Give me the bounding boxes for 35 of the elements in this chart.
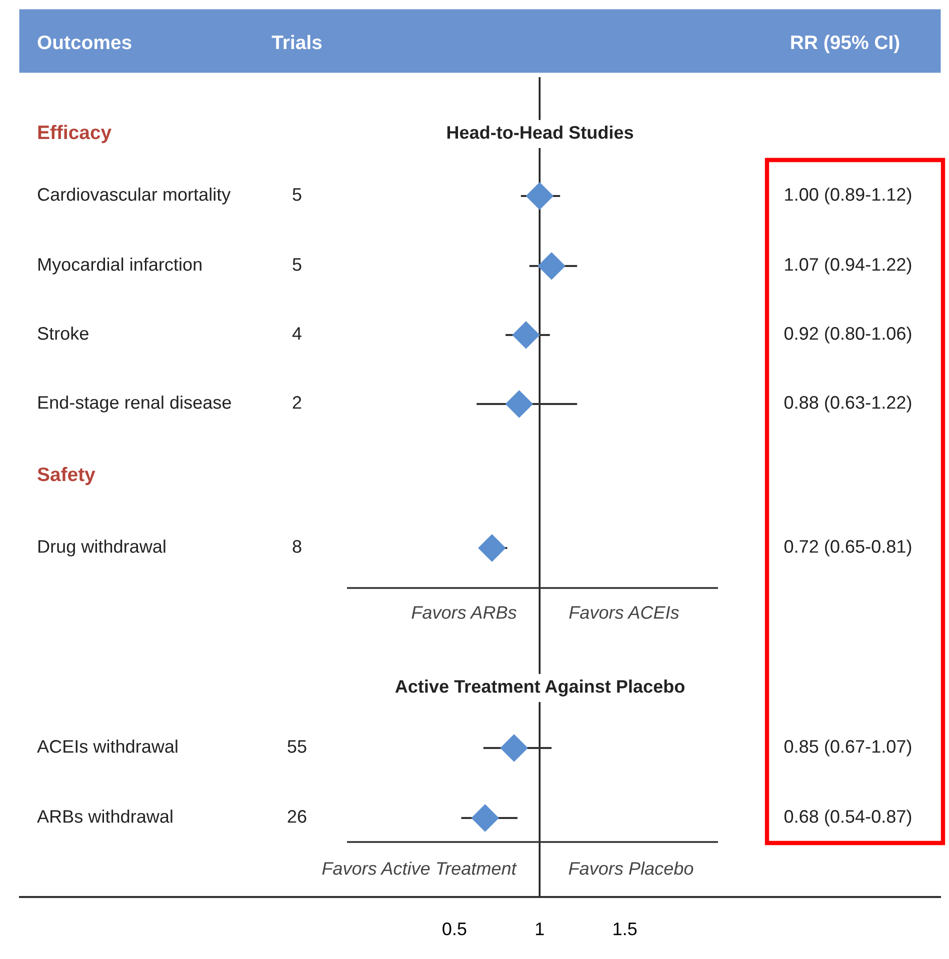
text: Trials [272,34,322,50]
annotation: Efficacy [38,124,112,144]
annotation: 0.92 (0.80-1.06) [784,326,912,344]
y-tick-label: Drug withdrawal [38,540,166,556]
annotation: 8 [292,540,302,553]
annotation: 1.07 (0.94-1.22) [785,258,912,274]
annotation: 1.00 (0.89-1.12) [785,188,912,204]
annotation: Head-to-Head Studies [447,126,634,139]
y-tick-label: Stroke [38,326,88,340]
annotation: Active Treatment Against Placebo [395,680,684,696]
x-tick-label: 1 [536,922,544,936]
annotation: Safety [38,466,96,486]
annotation: Favors Placebo [568,862,694,875]
annotation: Favors ARBs [412,606,516,619]
annotation: 0.68 (0.54-0.87) [784,810,912,826]
annotation: Favors Active Treatment [322,862,517,875]
y-tick-label: End-stage renal disease [38,396,231,412]
text: Outcomes [38,35,132,50]
annotation: 0.72 (0.65-0.81) [784,540,912,556]
annotation: Favors ACEIs [569,606,679,619]
annotation: 0.88 (0.63-1.22) [784,396,912,412]
annotation: 5 [292,258,302,271]
annotation: 2 [292,396,302,409]
annotation: 5 [292,188,302,201]
x-tick-label: 1.5 [614,922,637,936]
text: RR (95% CI) [791,34,900,54]
annotation: 26 [288,810,306,823]
y-tick-label: Cardiovascular mortality [38,188,231,204]
annotation: 0.85 (0.67-1.07) [784,740,912,756]
y-tick-label: ACEIs withdrawal [37,740,178,753]
annotation: 4 [292,327,302,340]
x-tick-label: 0.5 [442,922,466,936]
annotation: 55 [288,740,306,753]
y-tick-label: ARBs withdrawal [37,810,172,823]
y-tick-label: Myocardial infarction [38,258,202,274]
